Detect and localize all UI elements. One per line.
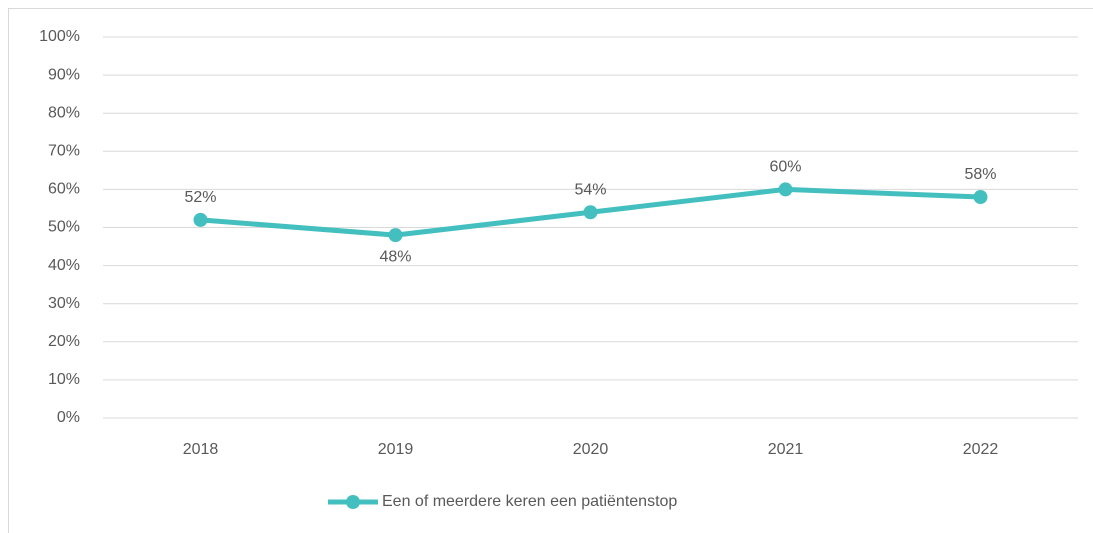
marker — [973, 190, 988, 205]
data-label: 54% — [574, 181, 606, 198]
x-tick-label: 2021 — [768, 441, 804, 458]
y-tick-label: 80% — [48, 104, 80, 121]
legend-label: Een of meerdere keren een patiëntenstop — [382, 493, 677, 510]
data-label: 60% — [769, 159, 801, 176]
legend-marker — [346, 495, 360, 509]
y-tick-label: 20% — [48, 333, 80, 350]
y-tick-label: 0% — [57, 409, 80, 426]
data-label: 52% — [184, 189, 216, 206]
y-tick-label: 40% — [48, 257, 80, 274]
data-label: 58% — [964, 166, 996, 183]
y-tick-label: 30% — [48, 295, 80, 312]
x-tick-label: 2020 — [573, 441, 609, 458]
marker — [778, 182, 793, 197]
chart-border — [8, 8, 1093, 533]
y-tick-label: 90% — [48, 66, 80, 83]
x-tick-label: 2022 — [963, 441, 999, 458]
marker — [193, 212, 208, 227]
x-tick-label: 2018 — [183, 441, 219, 458]
y-tick-label: 10% — [48, 371, 80, 388]
y-tick-label: 100% — [39, 28, 80, 45]
y-tick-label: 50% — [48, 219, 80, 236]
marker — [388, 228, 403, 243]
marker — [583, 205, 598, 220]
y-tick-label: 70% — [48, 143, 80, 160]
data-label: 48% — [379, 248, 411, 265]
x-tick-label: 2019 — [378, 441, 414, 458]
y-tick-label: 60% — [48, 181, 80, 198]
